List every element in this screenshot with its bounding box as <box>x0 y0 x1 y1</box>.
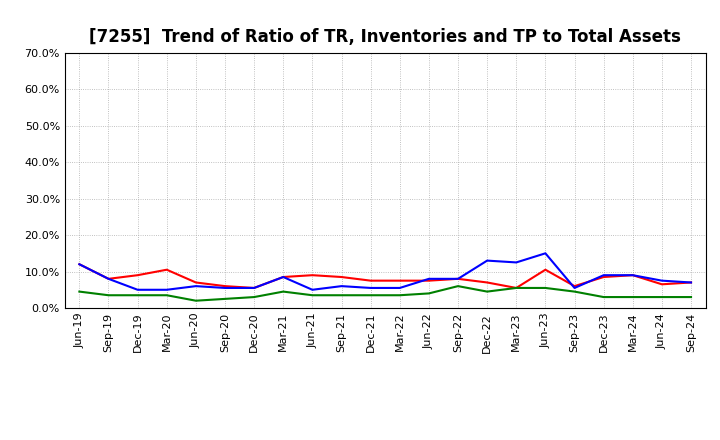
Inventories <box>192 283 200 289</box>
Trade Payables <box>104 293 113 298</box>
Trade Receivables <box>192 280 200 285</box>
Trade Payables <box>163 293 171 298</box>
Line: Trade Payables: Trade Payables <box>79 286 691 301</box>
Trade Payables <box>75 289 84 294</box>
Trade Receivables <box>687 280 696 285</box>
Trade Payables <box>366 293 375 298</box>
Trade Payables <box>220 296 229 301</box>
Trade Receivables <box>337 275 346 280</box>
Trade Payables <box>454 283 462 289</box>
Line: Inventories: Inventories <box>79 253 691 290</box>
Trade Payables <box>337 293 346 298</box>
Title: [7255]  Trend of Ratio of TR, Inventories and TP to Total Assets: [7255] Trend of Ratio of TR, Inventories… <box>89 28 681 46</box>
Trade Payables <box>657 294 666 300</box>
Inventories <box>541 251 550 256</box>
Inventories <box>366 285 375 290</box>
Line: Trade Receivables: Trade Receivables <box>79 264 691 288</box>
Trade Payables <box>425 291 433 296</box>
Inventories <box>104 276 113 282</box>
Inventories <box>279 275 287 280</box>
Trade Receivables <box>512 285 521 290</box>
Trade Payables <box>133 293 142 298</box>
Inventories <box>599 272 608 278</box>
Inventories <box>687 280 696 285</box>
Trade Receivables <box>570 283 579 289</box>
Trade Payables <box>308 293 317 298</box>
Trade Receivables <box>629 272 637 278</box>
Trade Receivables <box>425 278 433 283</box>
Trade Payables <box>250 294 258 300</box>
Trade Payables <box>629 294 637 300</box>
Trade Payables <box>541 285 550 290</box>
Inventories <box>629 272 637 278</box>
Inventories <box>133 287 142 293</box>
Trade Payables <box>687 294 696 300</box>
Trade Payables <box>279 289 287 294</box>
Inventories <box>395 285 404 290</box>
Inventories <box>250 285 258 290</box>
Trade Receivables <box>308 272 317 278</box>
Trade Receivables <box>483 280 492 285</box>
Trade Receivables <box>104 276 113 282</box>
Trade Receivables <box>599 275 608 280</box>
Trade Receivables <box>657 282 666 287</box>
Inventories <box>570 285 579 290</box>
Inventories <box>337 283 346 289</box>
Inventories <box>220 285 229 290</box>
Inventories <box>483 258 492 263</box>
Trade Receivables <box>163 267 171 272</box>
Inventories <box>75 262 84 267</box>
Trade Payables <box>483 289 492 294</box>
Trade Payables <box>599 294 608 300</box>
Inventories <box>163 287 171 293</box>
Trade Receivables <box>250 285 258 290</box>
Trade Receivables <box>366 278 375 283</box>
Trade Payables <box>570 289 579 294</box>
Trade Receivables <box>541 267 550 272</box>
Inventories <box>308 287 317 293</box>
Trade Payables <box>395 293 404 298</box>
Inventories <box>454 276 462 282</box>
Trade Payables <box>512 285 521 290</box>
Trade Receivables <box>279 275 287 280</box>
Trade Receivables <box>220 283 229 289</box>
Inventories <box>425 276 433 282</box>
Inventories <box>512 260 521 265</box>
Trade Receivables <box>133 272 142 278</box>
Inventories <box>657 278 666 283</box>
Trade Receivables <box>75 262 84 267</box>
Trade Receivables <box>454 276 462 282</box>
Trade Payables <box>192 298 200 303</box>
Trade Receivables <box>395 278 404 283</box>
